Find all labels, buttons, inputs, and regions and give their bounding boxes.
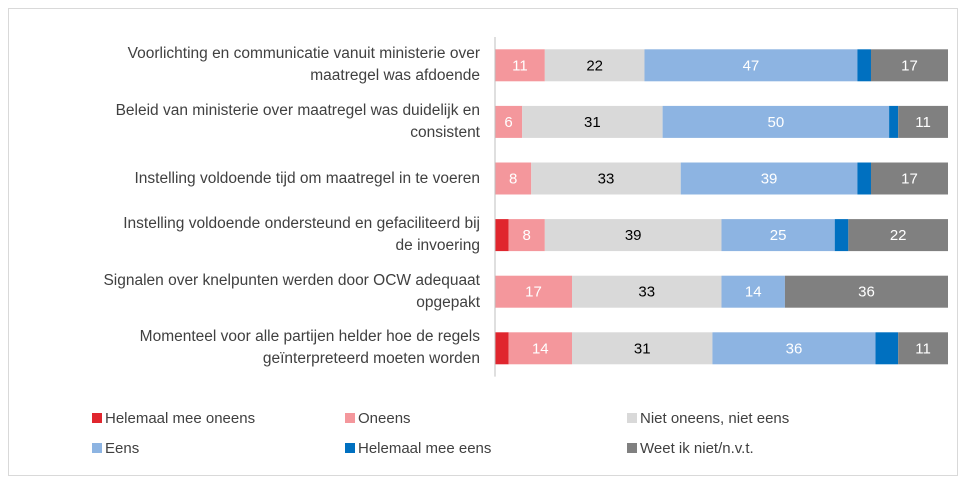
bar-segment bbox=[857, 162, 871, 195]
bar-segment bbox=[889, 105, 899, 138]
chart-frame bbox=[8, 8, 958, 476]
data-label: 8 bbox=[523, 227, 531, 244]
bar-segment bbox=[870, 162, 948, 195]
data-label: 33 bbox=[598, 170, 615, 187]
data-label: 31 bbox=[584, 114, 601, 131]
legend-label: Helemaal mee oneens bbox=[105, 410, 255, 427]
bar-segment bbox=[531, 162, 681, 195]
legend-swatch bbox=[627, 413, 637, 423]
category-label: Instelling voldoende ondersteund en gefa… bbox=[123, 215, 480, 255]
data-label: 39 bbox=[625, 227, 642, 244]
bar-segment bbox=[508, 219, 545, 252]
bar-segment bbox=[572, 332, 713, 365]
data-label: 36 bbox=[786, 340, 803, 357]
legend-swatch bbox=[92, 413, 102, 423]
legend-swatch bbox=[345, 443, 355, 453]
data-label: 50 bbox=[768, 114, 785, 131]
data-label: 47 bbox=[743, 57, 760, 74]
bar-segment bbox=[572, 275, 722, 308]
data-label: 25 bbox=[770, 227, 787, 244]
bar-segment bbox=[898, 332, 948, 365]
bar-segment bbox=[522, 105, 663, 138]
data-label: 11 bbox=[512, 57, 528, 74]
bar-segment bbox=[784, 275, 948, 308]
bar-segment bbox=[544, 219, 722, 252]
category-label: Voorlichting en communicatie vanuit mini… bbox=[127, 45, 480, 85]
bar-segment bbox=[875, 332, 899, 365]
category-label: Momenteel voor alle partijen helder hoe … bbox=[139, 328, 480, 368]
bar-segment bbox=[721, 275, 785, 308]
data-label: 17 bbox=[901, 57, 918, 74]
category-label: Beleid van ministerie over maatregel was… bbox=[115, 101, 480, 141]
data-label: 17 bbox=[525, 284, 542, 301]
bar-segment bbox=[495, 332, 509, 365]
bar-segment bbox=[495, 162, 532, 195]
bar-segment bbox=[721, 219, 835, 252]
legend-swatch bbox=[627, 443, 637, 453]
legend-label: Helemaal mee eens bbox=[358, 440, 491, 457]
bar-segment bbox=[495, 49, 545, 82]
data-label: 8 bbox=[509, 170, 517, 187]
legend-swatch bbox=[92, 443, 102, 453]
data-label: 39 bbox=[761, 170, 778, 187]
bar-segment bbox=[662, 105, 890, 138]
bar-segment bbox=[495, 105, 523, 138]
bar-segment bbox=[834, 219, 849, 252]
data-label: 14 bbox=[532, 340, 549, 357]
data-label: 6 bbox=[504, 114, 512, 131]
data-label: 33 bbox=[638, 284, 655, 301]
category-label: Instelling voldoende tijd om maatregel i… bbox=[134, 169, 480, 187]
bar-segment bbox=[508, 332, 573, 365]
data-label: 22 bbox=[586, 57, 603, 74]
bar-segment bbox=[848, 219, 948, 252]
bar-segment bbox=[495, 219, 509, 252]
data-label: 36 bbox=[858, 284, 875, 301]
bar-segment bbox=[857, 49, 871, 82]
bar-segment bbox=[680, 162, 858, 195]
bar-segment bbox=[644, 49, 858, 82]
legend-swatch bbox=[345, 413, 355, 423]
data-label: 11 bbox=[915, 114, 931, 131]
bar-segment bbox=[712, 332, 876, 365]
category-label: Signalen over knelpunten werden door OCW… bbox=[103, 271, 480, 311]
data-label: 14 bbox=[745, 284, 762, 301]
legend-label: Eens bbox=[105, 440, 139, 457]
data-label: 22 bbox=[890, 227, 907, 244]
data-label: 17 bbox=[901, 170, 918, 187]
legend-label: Oneens bbox=[358, 410, 411, 427]
data-label: 11 bbox=[915, 340, 931, 357]
bar-segment bbox=[495, 275, 573, 308]
data-label: 31 bbox=[634, 340, 651, 357]
bar-segment bbox=[898, 105, 948, 138]
legend-label: Niet oneens, niet eens bbox=[640, 410, 789, 427]
legend-label: Weet ik niet/n.v.t. bbox=[640, 440, 754, 457]
bar-segment bbox=[870, 49, 948, 82]
bar-segment bbox=[544, 49, 645, 82]
